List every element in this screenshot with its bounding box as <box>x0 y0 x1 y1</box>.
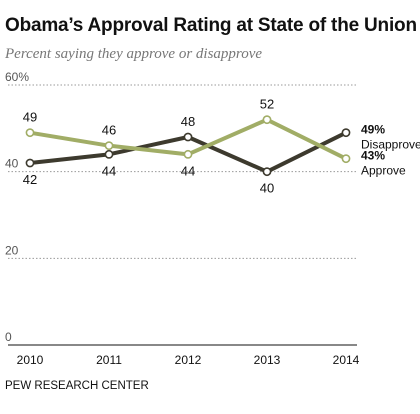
disapprove-data-label: 42 <box>23 172 37 187</box>
approve-marker <box>104 141 114 151</box>
disapprove-data-label: 44 <box>102 163 116 178</box>
y-tick-label-0: 0 <box>5 330 12 344</box>
disapprove-marker <box>262 167 272 177</box>
approve-end-value: 43% <box>361 149 385 163</box>
x-tick-label-2012: 2012 <box>175 353 202 367</box>
x-tick-label-2010: 2010 <box>17 353 44 367</box>
disapprove-marker <box>341 128 351 138</box>
approve-series-label: Approve <box>361 164 406 178</box>
y-tick-label-40: 40 <box>5 157 19 171</box>
source-credit: PEW RESEARCH CENTER <box>5 380 149 392</box>
approve-data-label: 46 <box>102 123 116 138</box>
chart-title: Obama’s Approval Rating at State of the … <box>5 15 417 36</box>
disapprove-end-value: 49% <box>361 123 385 137</box>
approve-marker <box>183 149 193 159</box>
chart-subtitle: Percent saying they approve or disapprov… <box>5 46 263 62</box>
approve-data-label: 44 <box>181 163 195 178</box>
disapprove-data-label: 40 <box>260 181 274 196</box>
y-tick-label-20: 20 <box>5 243 19 257</box>
approve-marker <box>341 154 351 164</box>
approve-marker <box>25 128 35 138</box>
approve-data-label: 52 <box>260 97 274 112</box>
x-tick-label-2013: 2013 <box>254 353 281 367</box>
disapprove-series-label: Disapprove <box>361 138 420 152</box>
approve-marker <box>262 115 272 125</box>
y-tick-label-60: 60% <box>5 70 29 84</box>
disapprove-marker <box>104 149 114 159</box>
disapprove-marker <box>183 132 193 142</box>
approve-data-label: 49 <box>23 110 37 125</box>
x-tick-label-2014: 2014 <box>333 353 360 367</box>
disapprove-data-label: 48 <box>181 114 195 129</box>
disapprove-marker <box>25 158 35 168</box>
x-tick-label-2011: 2011 <box>96 353 122 367</box>
